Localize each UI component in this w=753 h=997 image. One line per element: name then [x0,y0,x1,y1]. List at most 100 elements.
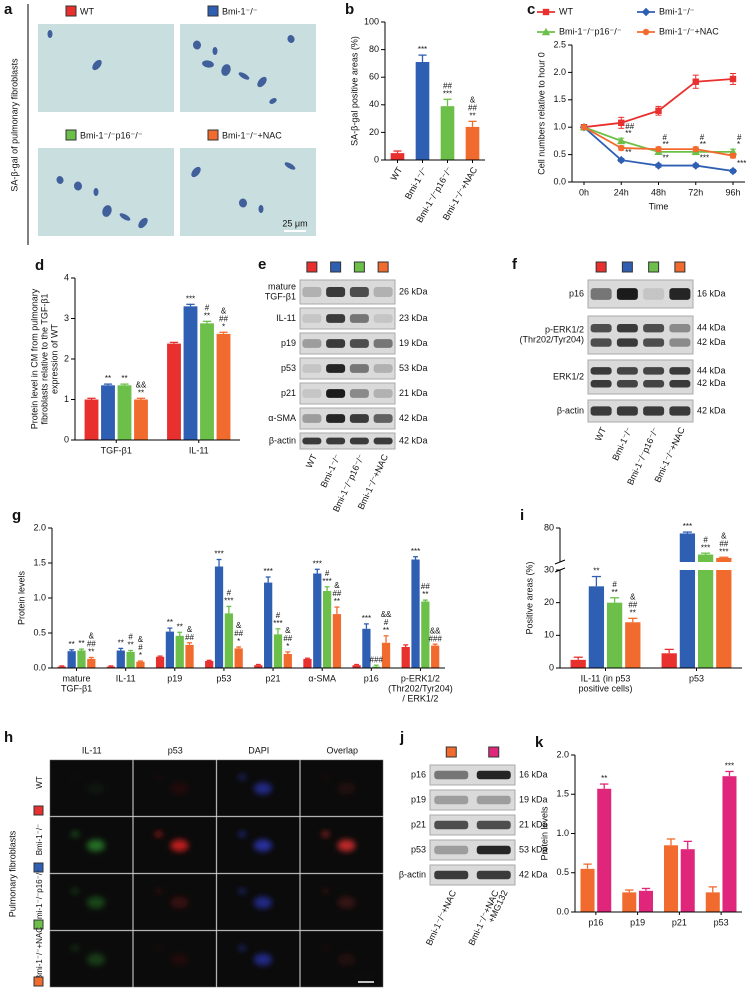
row-label: p19 [281,338,296,348]
bar [87,658,96,668]
cell [92,59,102,71]
bar [313,573,322,668]
row-label: p53 [411,844,426,854]
blot-strip [587,359,694,395]
bar [597,788,612,912]
fluorescence [321,945,330,952]
cell [212,47,218,55]
significance-mark: # [227,589,232,598]
micrograph [180,24,316,112]
band [373,364,393,373]
bar [638,890,653,912]
significance-mark: *** [273,619,282,628]
fluorescence [238,831,247,838]
band [616,323,638,333]
legend-swatch [65,129,77,141]
significance-mark: * [237,637,240,646]
significance-mark: ## [332,589,341,598]
fluorescence [321,774,330,781]
panel-letter: e [258,256,266,273]
y-axis-label: Protein levels [539,806,549,861]
row-label: WT [35,776,44,789]
significance-mark: *** [700,154,709,163]
size-label: 19 kDa [399,338,428,348]
cell [138,217,148,229]
bar [661,653,677,668]
significance-mark: # [205,303,210,312]
marker [618,144,625,152]
band [669,288,691,300]
y-axis-label: fibroblasts relative to the TGF-β1 [39,293,49,424]
legend-swatch [207,129,219,141]
significance-mark: ** [383,626,389,635]
bar [588,586,605,668]
cell [93,188,99,196]
side-label: Pulmonary fibroblasts [7,830,17,917]
band [669,367,691,375]
x-tick-label: mature [63,673,91,683]
panel-letter: c [527,1,535,18]
lane-swatch [674,261,686,273]
band [434,795,469,805]
significance-mark: & [630,592,636,601]
y-tick-label: 4 [64,272,69,282]
micrograph [38,148,174,236]
bar [332,614,342,668]
legend-label: Bmi-1⁻/⁻ [222,6,258,16]
blot-strip [299,307,396,330]
bar [214,566,224,668]
significance-mark: # [128,633,133,642]
x-tick-label: 0h [579,187,589,197]
blot-strip [299,432,396,450]
bar [431,645,440,668]
legend-swatch [207,5,219,17]
significance-mark: *** [322,577,331,586]
x-tick-label: positive cells) [578,683,632,693]
x-tick-label: TGF-β1 [61,683,92,693]
significance-mark: *** [186,294,195,303]
significance-mark: *** [443,89,452,98]
bar [106,666,116,668]
significance-mark: ** [625,148,631,157]
marker [617,136,626,145]
marker [580,124,588,131]
significance-mark: ** [663,140,669,149]
band [302,389,322,398]
bar [716,557,732,668]
bar [303,658,312,668]
lane-swatch [306,261,318,273]
row-label: β-actin [399,869,426,879]
significance-mark: ** [78,639,84,648]
y-tick-label: 0 [374,154,379,164]
legend-label: Bmi-1⁻/⁻ [659,6,695,16]
y-tick-label: 100 [364,16,379,26]
fluorescence [86,953,105,966]
fluorescence [321,831,330,838]
bar [679,533,696,668]
significance-mark: ## [625,122,634,131]
significance-mark: # [384,618,389,627]
panel-letter: b [345,1,354,18]
cell [191,166,201,178]
y-tick-label: 0 [64,434,69,444]
y-tick-label: 1 [64,394,69,404]
row-label: p21 [411,819,426,829]
x-tick-label: 24h [614,187,629,197]
fluorescence [321,888,330,895]
bar [254,665,263,668]
significance-mark: *** [725,762,734,771]
y-tick-label: 1.5 [553,94,566,104]
bar [705,892,720,912]
band [326,339,346,348]
blot-strip [299,357,396,380]
y-tick-label: 2.0 [556,749,569,759]
size-label: 53 kDa [399,363,428,373]
significance-mark: ** [601,774,607,783]
bar [390,153,405,160]
bar [136,661,145,668]
significance-mark: ** [127,641,133,650]
band [669,380,691,388]
significance-mark: ** [334,597,340,606]
row-swatch [33,805,44,816]
